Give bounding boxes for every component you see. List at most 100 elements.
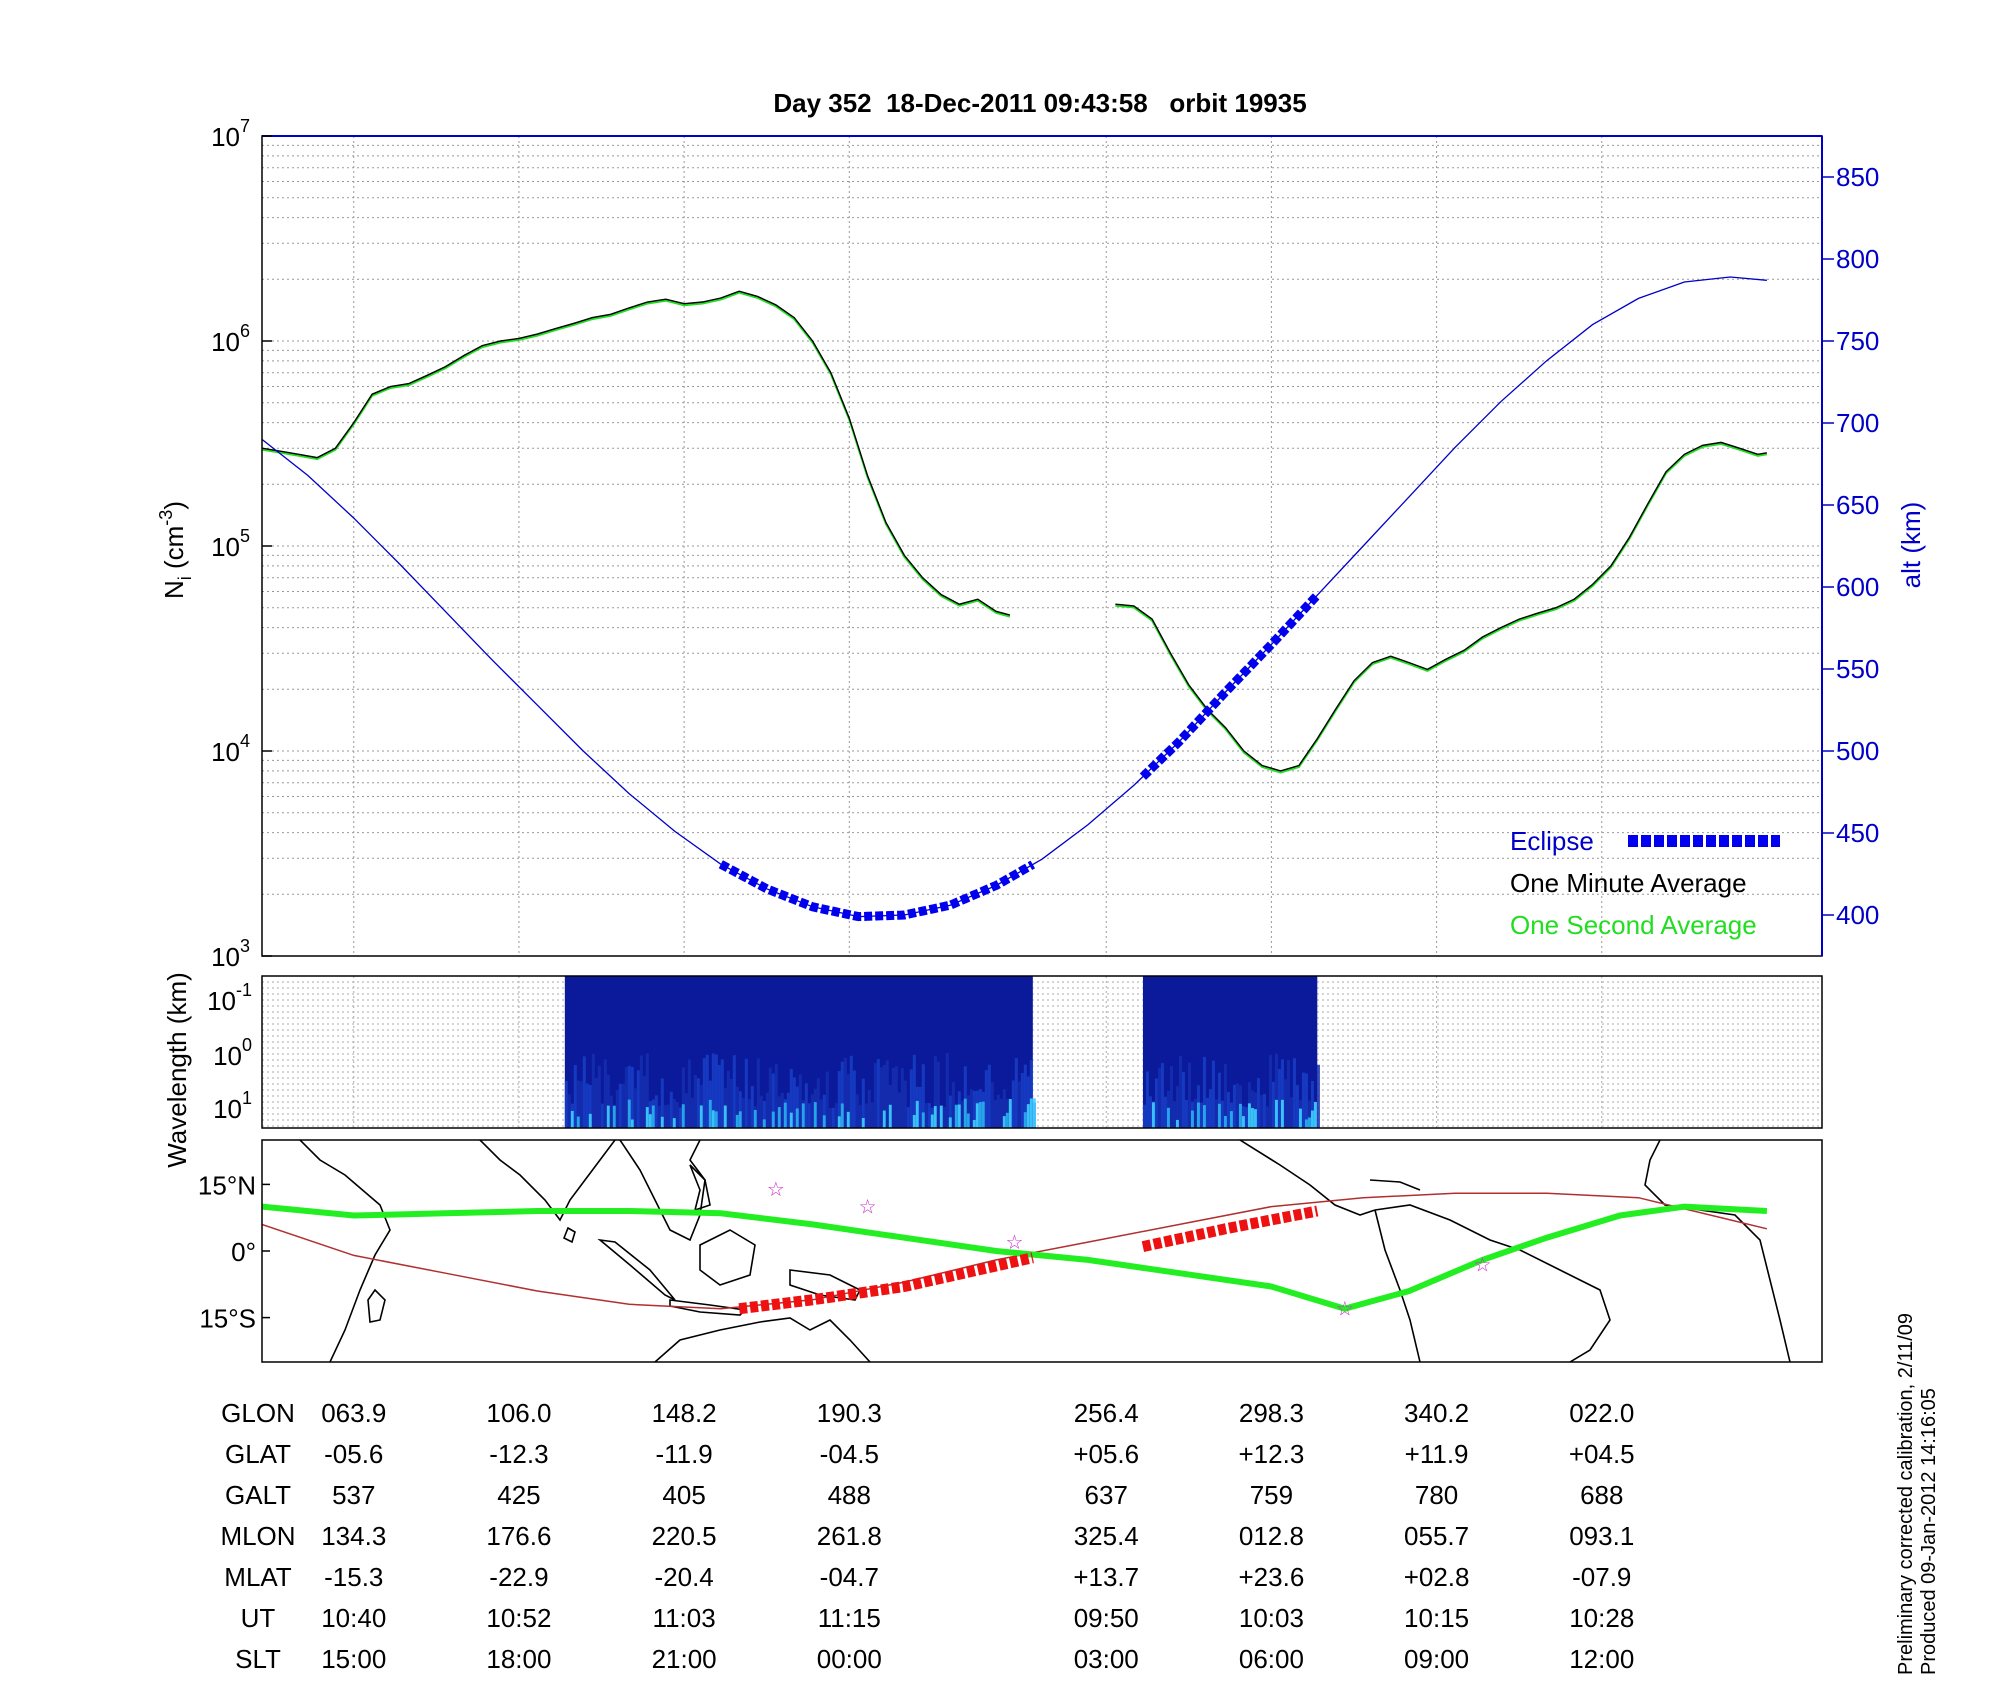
spectrogram-column <box>771 1073 775 1128</box>
table-cell: 176.6 <box>486 1521 551 1551</box>
table-cell: 055.7 <box>1404 1521 1469 1551</box>
table-cell: 405 <box>662 1480 705 1510</box>
spectrogram-column <box>576 1080 580 1128</box>
spectrogram-column <box>1268 1055 1272 1128</box>
spectrogram-column <box>891 1067 895 1128</box>
spectrogram-column <box>606 1074 610 1128</box>
altitude-tick-label: 850 <box>1836 162 1879 192</box>
spectrogram-highlight <box>699 1105 703 1128</box>
table-cell: -07.9 <box>1572 1562 1631 1592</box>
spectrogram-column <box>603 1059 607 1128</box>
spectrogram-column <box>897 1092 901 1128</box>
spectrogram-column <box>918 1086 922 1128</box>
table-cell: 340.2 <box>1404 1398 1469 1428</box>
spectrogram-column <box>822 1094 826 1128</box>
spectrogram-column <box>858 1104 862 1128</box>
spectrogram-column <box>1169 1066 1173 1128</box>
altitude-y-axis-label: alt (km) <box>1896 502 1926 589</box>
spectrogram-highlight <box>1307 1117 1311 1128</box>
table-cell: 00:00 <box>817 1644 882 1674</box>
tick-base: 10 <box>211 532 240 562</box>
tick-exp: 4 <box>240 731 250 751</box>
spectrogram-column <box>1295 1085 1299 1128</box>
table-cell: 11:03 <box>653 1603 716 1633</box>
tick-exp: 6 <box>240 321 250 341</box>
spectrogram-column <box>1262 1093 1266 1128</box>
wavelength-tick-label: 100 <box>213 1035 252 1071</box>
spectrogram-highlight <box>660 1116 664 1128</box>
satellite-track <box>262 1203 1768 1312</box>
wavelength-plot-area <box>262 976 1822 1128</box>
spectrogram-column <box>900 1068 904 1128</box>
table-cell: 10:15 <box>1404 1603 1469 1633</box>
spectrogram-column <box>609 1095 613 1128</box>
spectrogram-highlight <box>972 1119 976 1128</box>
spectrogram-column <box>1148 1096 1152 1128</box>
coastline-se-asia <box>619 1140 706 1242</box>
spectrogram-column <box>1163 1096 1167 1128</box>
spectrogram-highlight <box>1029 1098 1033 1128</box>
tick-base: 10 <box>211 737 240 767</box>
table-cell: 148.2 <box>652 1398 717 1428</box>
spectrogram-highlight <box>771 1111 775 1128</box>
spectrogram-column <box>666 1104 670 1128</box>
spectrogram-highlight <box>738 1111 742 1128</box>
spectrogram-column <box>861 1078 865 1128</box>
spectrogram-column <box>675 1102 679 1128</box>
spectrogram-highlight <box>948 1117 952 1128</box>
spectrogram-highlight <box>1008 1099 1012 1128</box>
tick-base: 10 <box>207 986 236 1016</box>
spectrogram-highlight <box>882 1110 886 1128</box>
spectrogram-highlight <box>915 1100 919 1128</box>
spectrogram-column <box>780 1092 784 1128</box>
table-row-label: UT <box>241 1603 276 1633</box>
chart-title: Day 352 18-Dec-2011 09:43:58 orbit 19935 <box>773 88 1306 118</box>
spectrogram-column <box>873 1063 877 1128</box>
table-cell: -04.5 <box>820 1439 879 1469</box>
spectrogram-column <box>1307 1100 1311 1128</box>
star-icon: ☆ <box>859 1195 877 1219</box>
spectrogram-column <box>1232 1084 1236 1128</box>
spectrogram-column <box>1301 1072 1305 1128</box>
spectrogram-column <box>1017 1081 1021 1128</box>
spectrogram-highlight <box>789 1112 793 1128</box>
spectrogram-highlight <box>1151 1102 1155 1128</box>
spectrogram-column <box>855 1094 859 1128</box>
spectrogram-highlight <box>1005 1112 1009 1128</box>
spectrogram-column <box>999 1098 1003 1128</box>
spectrogram-column <box>636 1070 640 1128</box>
spectrogram-column <box>762 1101 766 1128</box>
coastline-west-coast-sa <box>1374 1209 1421 1362</box>
table-cell: 022.0 <box>1569 1398 1634 1428</box>
tick-base: 10 <box>211 942 240 972</box>
spectrogram-highlight <box>606 1105 610 1128</box>
wavelength-y-axis-label: Wavelength (km) <box>162 972 192 1168</box>
spectrogram-highlight <box>1166 1107 1170 1128</box>
spectrogram-column <box>1304 1073 1308 1128</box>
spectrogram-column <box>1283 1079 1287 1128</box>
table-cell: 09:50 <box>1074 1603 1139 1633</box>
table-cell: 637 <box>1085 1480 1128 1510</box>
tick-exp: -1 <box>236 980 252 1000</box>
spectrogram-highlight <box>978 1102 982 1128</box>
spectrogram-column <box>1178 1056 1182 1128</box>
spectrogram-column <box>594 1077 598 1128</box>
spectrogram-column <box>1223 1064 1227 1128</box>
spectrogram-column <box>678 1107 682 1128</box>
ylabel-unit: (cm <box>159 526 189 577</box>
spectrogram-column <box>1226 1091 1230 1128</box>
spectrogram-column <box>1184 1099 1188 1128</box>
star-icon: ☆ <box>767 1177 785 1201</box>
spectrogram-column <box>828 1107 832 1128</box>
tick-base: 10 <box>213 1094 242 1124</box>
spectrogram-column <box>876 1059 880 1128</box>
spectrogram-column <box>696 1078 700 1128</box>
spectrogram-column <box>726 1070 730 1128</box>
table-cell: 18:00 <box>486 1644 551 1674</box>
spectrogram-highlight <box>822 1115 826 1128</box>
spectrogram-highlight <box>762 1119 766 1128</box>
spectrogram-column <box>960 1100 964 1128</box>
